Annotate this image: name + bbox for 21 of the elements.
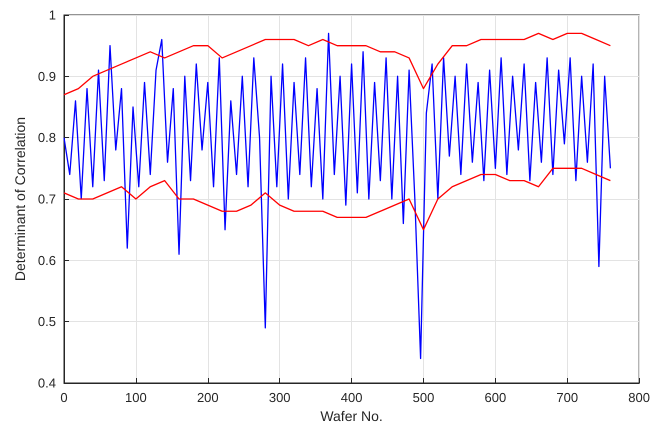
x-tick-label: 800 <box>628 390 650 405</box>
y-tick-label: 0.9 <box>38 68 56 84</box>
y-tick-label: 0.6 <box>38 252 56 268</box>
y-axis-title: Determinant of Correlation <box>12 116 28 282</box>
x-tick-label: 100 <box>125 390 147 405</box>
x-tick-label: 300 <box>268 390 291 405</box>
line-series <box>63 168 612 230</box>
x-tick-label: 200 <box>196 390 219 405</box>
line-series <box>63 32 612 360</box>
x-tick-label: 400 <box>340 390 362 405</box>
x-tick-label: 500 <box>412 390 434 405</box>
y-tick-label: 0.8 <box>38 130 56 146</box>
x-axis-title: Wafer No. <box>320 408 383 424</box>
y-tick-label: 0.7 <box>38 192 56 206</box>
x-tick-label: 0 <box>60 390 68 405</box>
y-tick-label: 1 <box>48 8 56 22</box>
line-series <box>63 32 612 96</box>
y-tick-label: 0.4 <box>38 376 56 390</box>
x-tick-label: 700 <box>556 390 578 405</box>
y-tick-label: 0.5 <box>38 314 56 330</box>
x-tick-label: 600 <box>484 390 506 405</box>
